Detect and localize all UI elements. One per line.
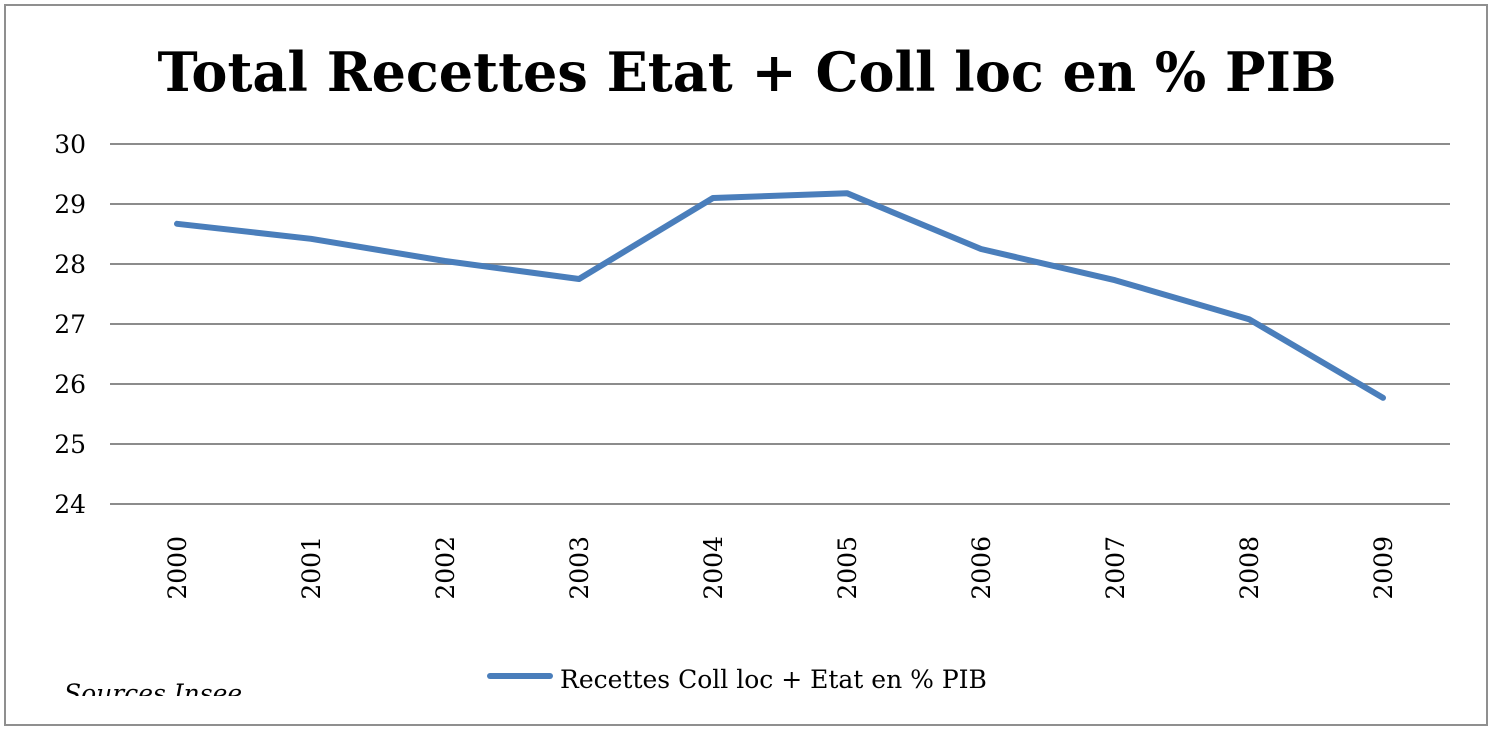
y-tick-label: 27 <box>54 310 86 339</box>
y-tick-label: 24 <box>54 490 86 519</box>
y-tick-label: 30 <box>54 130 86 159</box>
y-tick-label: 29 <box>54 190 86 219</box>
y-axis-ticks: 24 25 26 27 28 29 30 <box>54 130 86 519</box>
x-axis-ticks: 2000 2001 2002 2003 2004 2005 2006 2007 2008 2009 <box>163 536 1398 600</box>
series-line <box>174 190 1386 401</box>
x-tick-label: 2006 <box>967 536 996 600</box>
x-tick-label: 2002 <box>431 536 460 600</box>
y-tick-label: 26 <box>54 370 86 399</box>
legend-label: Recettes Coll loc + Etat en % PIB <box>560 665 987 694</box>
x-tick-label: 2009 <box>1369 536 1398 600</box>
chart-title: Total Recettes Etat + Coll loc en % PIB <box>157 40 1337 104</box>
gridlines <box>110 143 1450 505</box>
y-tick-label: 25 <box>54 430 86 459</box>
x-tick-label: 2007 <box>1101 536 1130 600</box>
x-tick-label: 2004 <box>699 536 728 600</box>
series-group <box>174 190 1386 401</box>
x-tick-label: 2003 <box>565 536 594 600</box>
legend: Recettes Coll loc + Etat en % PIB <box>487 665 987 694</box>
x-tick-label: 2001 <box>297 536 326 600</box>
y-tick-label: 28 <box>54 250 86 279</box>
chart-frame <box>4 4 1488 726</box>
x-tick-label: 2005 <box>833 536 862 600</box>
source-note: Sources Insee <box>64 679 243 696</box>
x-tick-label: 2008 <box>1235 536 1264 600</box>
x-tick-label: 2000 <box>163 536 192 600</box>
